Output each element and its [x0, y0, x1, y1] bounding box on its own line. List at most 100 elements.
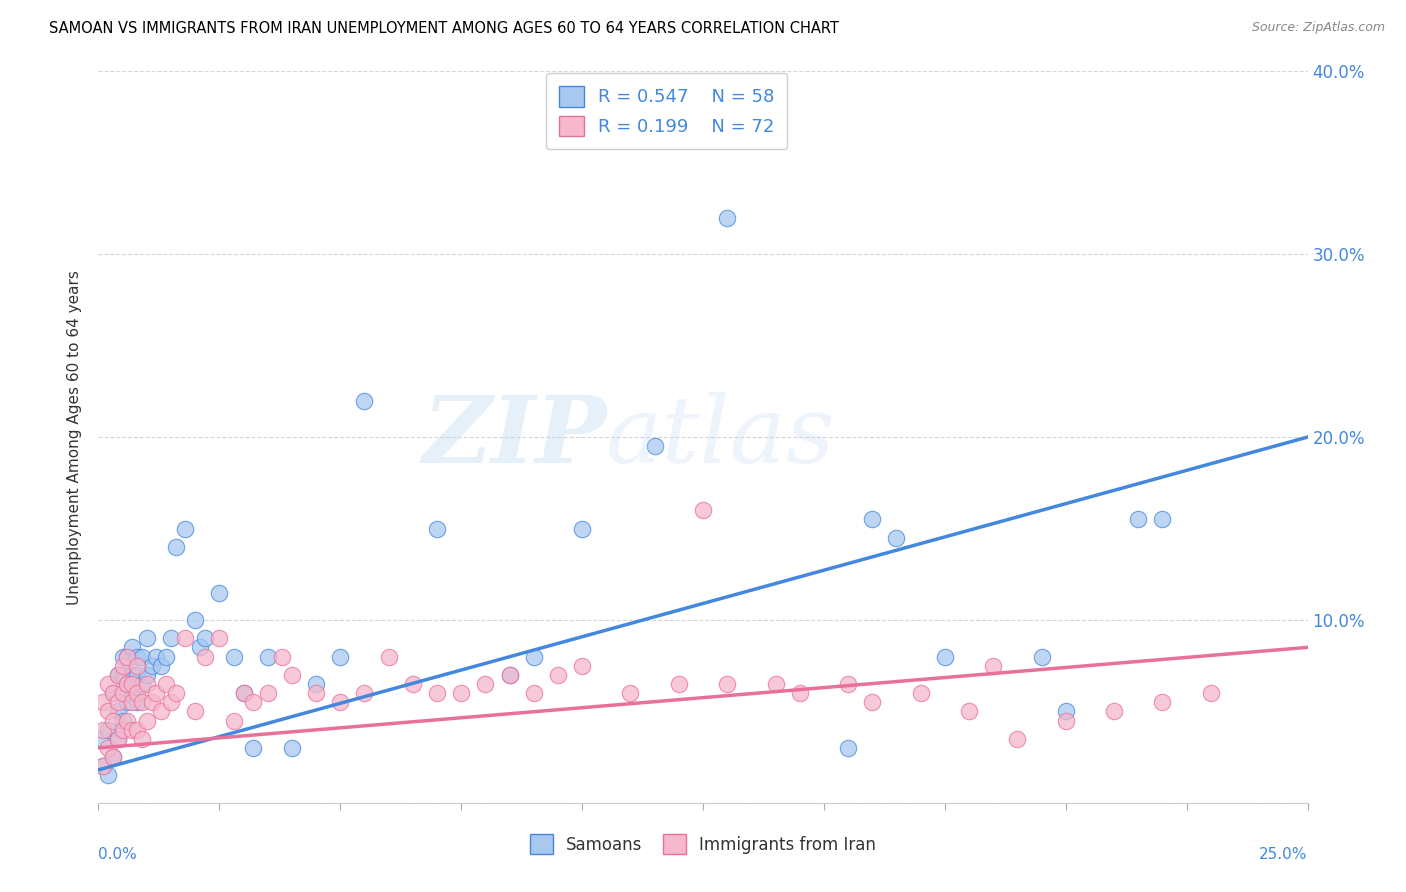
Point: [111, 723, 134, 737]
Point: [91, 695, 114, 709]
Point: [97, 705, 120, 719]
Point: [107, 731, 129, 746]
Point: [101, 750, 124, 764]
Point: [135, 632, 157, 646]
Point: [886, 531, 908, 545]
Point: [107, 705, 129, 719]
Text: Source: ZipAtlas.com: Source: ZipAtlas.com: [1251, 21, 1385, 34]
Point: [135, 667, 157, 681]
Point: [127, 649, 149, 664]
Point: [117, 695, 139, 709]
Point: [91, 759, 114, 773]
Point: [271, 649, 294, 664]
Point: [111, 649, 134, 664]
Point: [450, 686, 472, 700]
Point: [97, 677, 120, 691]
Point: [117, 677, 139, 691]
Point: [789, 686, 811, 700]
Text: 0.0%: 0.0%: [98, 847, 138, 863]
Point: [188, 640, 211, 655]
Point: [242, 695, 264, 709]
Point: [256, 649, 278, 664]
Point: [498, 667, 520, 681]
Point: [353, 393, 375, 408]
Point: [547, 667, 569, 681]
Point: [426, 521, 449, 535]
Point: [150, 658, 173, 673]
Text: ZIP: ZIP: [422, 392, 606, 482]
Point: [692, 503, 714, 517]
Point: [910, 686, 932, 700]
Point: [474, 677, 496, 691]
Point: [305, 686, 328, 700]
Point: [426, 686, 449, 700]
Point: [1152, 695, 1174, 709]
Point: [117, 714, 139, 728]
Point: [127, 686, 149, 700]
Text: atlas: atlas: [606, 392, 835, 482]
Point: [981, 658, 1004, 673]
Point: [165, 540, 187, 554]
Point: [619, 686, 641, 700]
Point: [837, 740, 859, 755]
Y-axis label: Unemployment Among Ages 60 to 64 years: Unemployment Among Ages 60 to 64 years: [67, 269, 83, 605]
Point: [571, 658, 593, 673]
Point: [135, 714, 157, 728]
Point: [498, 667, 520, 681]
Point: [117, 649, 139, 664]
Point: [208, 585, 231, 599]
Point: [131, 731, 153, 746]
Point: [127, 695, 149, 709]
Point: [353, 686, 375, 700]
Point: [377, 649, 399, 664]
Point: [97, 768, 120, 782]
Point: [329, 695, 352, 709]
Point: [1054, 705, 1077, 719]
Point: [523, 686, 546, 700]
Point: [281, 667, 304, 681]
Point: [571, 521, 593, 535]
Point: [222, 649, 245, 664]
Point: [305, 677, 328, 691]
Point: [150, 705, 173, 719]
Text: 25.0%: 25.0%: [1260, 847, 1308, 863]
Point: [121, 723, 143, 737]
Point: [101, 686, 124, 700]
Point: [934, 649, 956, 664]
Point: [194, 649, 217, 664]
Point: [91, 759, 114, 773]
Point: [160, 632, 183, 646]
Point: [135, 677, 157, 691]
Point: [716, 677, 738, 691]
Point: [111, 686, 134, 700]
Point: [329, 649, 352, 664]
Point: [232, 686, 254, 700]
Point: [194, 632, 217, 646]
Point: [174, 521, 197, 535]
Point: [860, 512, 883, 526]
Point: [184, 613, 207, 627]
Point: [523, 649, 546, 664]
Point: [127, 723, 149, 737]
Point: [232, 686, 254, 700]
Point: [1128, 512, 1150, 526]
Point: [242, 740, 264, 755]
Point: [860, 695, 883, 709]
Point: [127, 667, 149, 681]
Point: [716, 211, 738, 225]
Point: [101, 750, 124, 764]
Point: [131, 649, 153, 664]
Point: [111, 667, 134, 681]
Point: [1031, 649, 1053, 664]
Point: [145, 686, 167, 700]
Point: [402, 677, 425, 691]
Point: [121, 686, 143, 700]
Point: [145, 649, 167, 664]
Point: [141, 658, 163, 673]
Point: [1007, 731, 1029, 746]
Point: [644, 439, 666, 453]
Point: [131, 677, 153, 691]
Point: [155, 649, 177, 664]
Point: [91, 731, 114, 746]
Point: [117, 649, 139, 664]
